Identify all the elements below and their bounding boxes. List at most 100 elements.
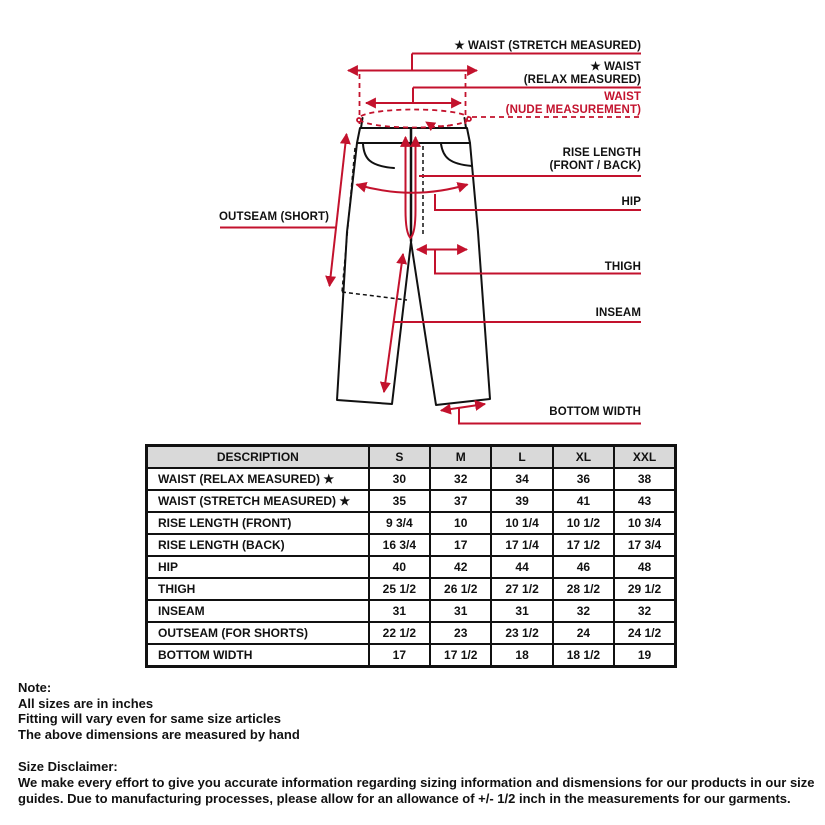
label-rise-length-line1: RISE LENGTH xyxy=(562,147,641,159)
label-rise-length: RISE LENGTH (FRONT / BACK) xyxy=(550,147,641,173)
table-row: WAIST (STRETCH MEASURED) ★ 35 37 39 41 4… xyxy=(145,489,677,513)
waist-stretch-arrow xyxy=(346,52,641,76)
label-waist-stretch: ★ WAIST (STRETCH MEASURED) xyxy=(454,40,641,52)
cell-value: 27 1/2 xyxy=(490,577,554,601)
cell-value: 41 xyxy=(551,489,616,513)
cell-value: 42 xyxy=(429,555,493,579)
label-waist-nude-line1: WAIST xyxy=(604,91,641,103)
rise-length-arrows xyxy=(400,135,641,240)
size-table: DESCRIPTION S M L XL XXL WAIST (RELAX ME… xyxy=(145,444,677,668)
disclaimer-title: Size Disclaimer: xyxy=(18,759,118,775)
waist-nude-ellipse xyxy=(356,108,641,132)
cell-value: 31 xyxy=(490,599,554,623)
hip-arrow xyxy=(355,181,641,211)
cell-value: 17 xyxy=(429,533,493,557)
inseam-arrow xyxy=(379,252,641,394)
row-description: INSEAM xyxy=(145,599,370,623)
cell-value: 37 xyxy=(429,489,493,513)
cell-value: 17 1/4 xyxy=(490,533,554,557)
row-description: THIGH xyxy=(145,577,370,601)
label-waist-nude: WAIST (NUDE MEASUREMENT) xyxy=(506,91,641,117)
label-waist-relax-line1: ★ WAIST xyxy=(590,61,641,73)
cell-value: 19 xyxy=(613,643,677,668)
cell-value: 9 3/4 xyxy=(367,511,432,535)
bottom-width-arrow xyxy=(439,400,641,425)
label-thigh: THIGH xyxy=(604,261,641,273)
label-inseam: INSEAM xyxy=(595,307,641,319)
col-header-s: S xyxy=(367,444,432,469)
cell-value: 31 xyxy=(429,599,493,623)
cell-value: 32 xyxy=(551,599,616,623)
note-title: Note: xyxy=(18,680,52,695)
table-row: BOTTOM WIDTH 17 17 1/2 18 18 1/2 19 xyxy=(145,643,677,668)
disclaimer-body: We make every effort to give you accurat… xyxy=(18,774,815,806)
cell-value: 17 1/2 xyxy=(551,533,616,557)
waist-relax-arrow xyxy=(364,86,641,109)
cell-value: 24 xyxy=(551,621,616,645)
row-description: RISE LENGTH (FRONT) xyxy=(145,511,370,535)
cell-value: 32 xyxy=(613,599,677,623)
label-hip: HIP xyxy=(621,196,641,208)
cell-value: 10 3/4 xyxy=(613,511,677,535)
label-outseam-short: OUTSEAM (SHORT) xyxy=(219,211,330,223)
cell-value: 18 1/2 xyxy=(551,643,616,668)
row-description: WAIST (RELAX MEASURED) ★ xyxy=(145,467,370,491)
cell-value: 23 1/2 xyxy=(490,621,554,645)
cell-value: 35 xyxy=(367,489,432,513)
table-header-row: DESCRIPTION S M L XL XXL xyxy=(145,444,677,469)
cell-value: 16 3/4 xyxy=(367,533,432,557)
pants-measurement-diagram xyxy=(220,52,641,425)
cell-value: 18 xyxy=(490,643,554,668)
pants-outline xyxy=(336,117,491,406)
cell-value: 17 3/4 xyxy=(613,533,677,557)
cell-value: 24 1/2 xyxy=(613,621,677,645)
cell-value: 31 xyxy=(367,599,432,623)
cell-value: 48 xyxy=(613,555,677,579)
col-header-xl: XL xyxy=(551,444,616,469)
col-header-l: L xyxy=(490,444,554,469)
cell-value: 26 1/2 xyxy=(429,577,493,601)
thigh-arrow xyxy=(415,244,641,275)
cell-value: 34 xyxy=(490,467,554,491)
cell-value: 10 1/2 xyxy=(551,511,616,535)
row-description: HIP xyxy=(145,555,370,579)
note-line: All sizes are in inches xyxy=(18,695,154,711)
table-row: RISE LENGTH (BACK) 16 3/4 17 17 1/4 17 1… xyxy=(145,533,677,557)
cell-value: 17 xyxy=(367,643,432,668)
cell-value: 25 1/2 xyxy=(367,577,432,601)
note-line: The above dimensions are measured by han… xyxy=(18,726,300,742)
cell-value: 32 xyxy=(429,467,493,491)
cell-value: 39 xyxy=(490,489,554,513)
note-line: Fitting will vary even for same size art… xyxy=(18,711,281,727)
cell-value: 10 1/4 xyxy=(490,511,554,535)
table-row: HIP 40 42 44 46 48 xyxy=(145,555,677,579)
notes-section: Note: All sizes are in inches Fitting wi… xyxy=(18,680,815,806)
label-rise-length-line2: (FRONT / BACK) xyxy=(549,160,641,172)
cell-value: 46 xyxy=(551,555,616,579)
cell-value: 10 xyxy=(429,511,493,535)
cell-value: 44 xyxy=(490,555,554,579)
cell-value: 17 1/2 xyxy=(429,643,493,668)
cell-value: 36 xyxy=(551,467,616,491)
col-header-m: M xyxy=(429,444,493,469)
table-row: INSEAM 31 31 31 32 32 xyxy=(145,599,677,623)
cell-value: 30 xyxy=(367,467,432,491)
table-row: WAIST (RELAX MEASURED) ★ 30 32 34 36 38 xyxy=(145,467,677,491)
table-row: RISE LENGTH (FRONT) 9 3/4 10 10 1/4 10 1… xyxy=(145,511,677,535)
label-waist-relax: ★ WAIST (RELAX MEASURED) xyxy=(524,61,641,87)
cell-value: 40 xyxy=(367,555,432,579)
table-row: THIGH 25 1/2 26 1/2 27 1/2 28 1/2 29 1/2 xyxy=(145,577,677,601)
spacer xyxy=(18,742,815,759)
label-bottom-width: BOTTOM WIDTH xyxy=(549,406,641,418)
cell-value: 38 xyxy=(613,467,677,491)
col-header-xxl: XXL xyxy=(613,444,677,469)
col-header-description: DESCRIPTION xyxy=(145,444,370,469)
cell-value: 29 1/2 xyxy=(613,577,677,601)
cell-value: 22 1/2 xyxy=(367,621,432,645)
row-description: RISE LENGTH (BACK) xyxy=(145,533,370,557)
row-description: WAIST (STRETCH MEASURED) ★ xyxy=(145,489,370,513)
outseam-arrow xyxy=(220,132,351,288)
label-waist-nude-line2: (NUDE MEASUREMENT) xyxy=(505,104,641,116)
row-description: BOTTOM WIDTH xyxy=(145,643,370,668)
